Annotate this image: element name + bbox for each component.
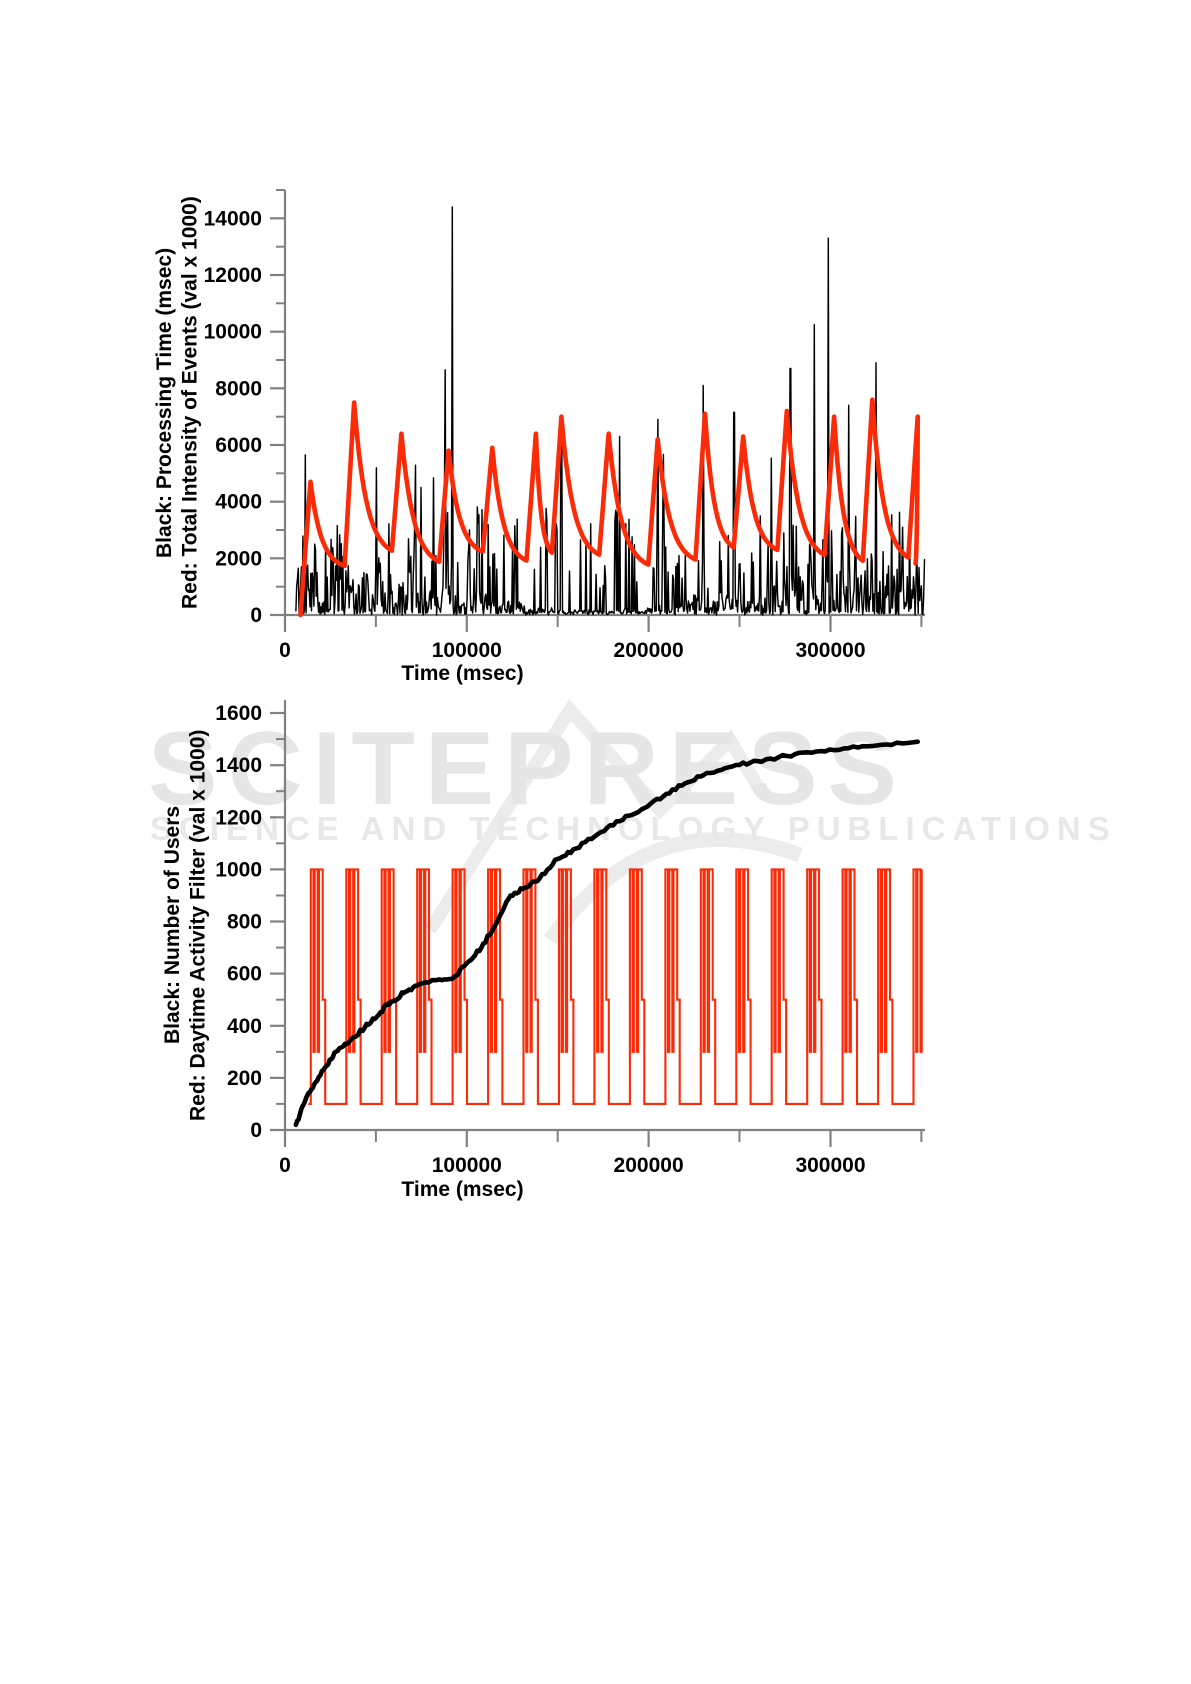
top-chart-axes: [270, 189, 925, 632]
top-chart-series-intensity: [298, 397, 920, 618]
y-tick-label: 8000: [215, 377, 262, 400]
top-chart-plot: 0 2000 4000 6000 8000 10000 12000 14000 …: [0, 160, 1000, 680]
y-tick-label: 800: [227, 911, 262, 934]
y-tick-label: 200: [227, 1067, 262, 1090]
y-tick-label: 0: [250, 604, 262, 627]
y-tick-label: 2000: [215, 547, 262, 570]
bottom-chart-plot: 0 200 400 600 800 1000 1200 1400 1600 0 …: [0, 670, 1000, 1230]
bottom-chart-y-tick-labels: 0 200 400 600 800 1000 1200 1400 1600: [215, 702, 262, 1142]
bottom-chart-x-axis-label: Time (msec): [401, 1178, 524, 1201]
x-tick-label: 0: [279, 639, 291, 662]
y-tick-label: 1000: [215, 858, 262, 881]
top-chart-x-tick-labels: 0 100000 200000 300000: [279, 639, 865, 662]
top-chart-series-processing-time: [295, 206, 926, 616]
bottom-chart-x-tick-labels: 0 100000 200000 300000: [279, 1154, 865, 1177]
x-tick-label: 300000: [795, 639, 865, 662]
x-tick-label: 0: [279, 1154, 291, 1177]
top-chart-y-tick-labels: 0 2000 4000 6000 8000 10000 12000 14000: [204, 207, 262, 627]
y-tick-label: 400: [227, 1015, 262, 1038]
x-tick-label: 200000: [614, 639, 684, 662]
y-tick-label: 600: [227, 963, 262, 986]
bottom-chart-axes: [270, 700, 925, 1147]
x-tick-label: 100000: [432, 639, 502, 662]
y-tick-label: 1400: [215, 754, 262, 777]
y-tick-label: 6000: [215, 434, 262, 457]
chart-panel-users: Black: Number of Users Red: Daytime Acti…: [0, 670, 1000, 1230]
y-tick-label: 10000: [204, 321, 262, 344]
top-chart-x-axis-label: Time (msec): [401, 662, 524, 685]
x-tick-label: 100000: [432, 1154, 502, 1177]
bottom-chart-series-daytime-filter: [308, 868, 923, 1105]
chart-panel-processing-time: Black: Processing Time (msec) Red: Total…: [0, 160, 1000, 685]
x-tick-label: 200000: [614, 1154, 684, 1177]
x-tick-label: 300000: [795, 1154, 865, 1177]
y-tick-label: 0: [250, 1119, 262, 1142]
y-tick-label: 14000: [204, 207, 262, 230]
y-tick-label: 1600: [215, 702, 262, 725]
y-tick-label: 12000: [204, 264, 262, 287]
y-tick-label: 4000: [215, 491, 262, 514]
y-tick-label: 1200: [215, 806, 262, 829]
